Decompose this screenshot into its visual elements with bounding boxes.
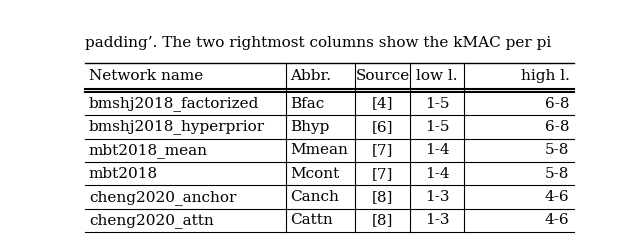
Text: 5-8: 5-8 (545, 143, 570, 157)
Text: 6-8: 6-8 (545, 97, 570, 111)
Text: [4]: [4] (372, 97, 394, 111)
Text: mbt2018: mbt2018 (89, 167, 158, 181)
Text: Source: Source (355, 69, 410, 83)
Text: [7]: [7] (372, 143, 393, 157)
Text: 6-8: 6-8 (545, 120, 570, 134)
Text: Network name: Network name (89, 69, 203, 83)
Text: mbt2018_mean: mbt2018_mean (89, 143, 208, 158)
Text: Bhyp: Bhyp (290, 120, 329, 134)
Text: 1-4: 1-4 (425, 167, 449, 181)
Text: Abbr.: Abbr. (290, 69, 331, 83)
Text: Bfac: Bfac (290, 97, 324, 111)
Text: Canch: Canch (290, 190, 339, 204)
Text: 5-8: 5-8 (545, 167, 570, 181)
Text: high l.: high l. (521, 69, 570, 83)
Text: low l.: low l. (417, 69, 458, 83)
Text: [8]: [8] (372, 213, 393, 227)
Text: 1-3: 1-3 (425, 213, 449, 227)
Text: cheng2020_anchor: cheng2020_anchor (89, 190, 236, 204)
Text: 4-6: 4-6 (545, 213, 570, 227)
Text: 1-4: 1-4 (425, 143, 449, 157)
Text: [8]: [8] (372, 190, 393, 204)
Text: Mcont: Mcont (290, 167, 339, 181)
Text: 1-5: 1-5 (425, 120, 449, 134)
Text: cheng2020_attn: cheng2020_attn (89, 213, 214, 228)
Text: bmshj2018_hyperprior: bmshj2018_hyperprior (89, 120, 265, 134)
Text: 4-6: 4-6 (545, 190, 570, 204)
Text: [7]: [7] (372, 167, 393, 181)
Text: 1-3: 1-3 (425, 190, 449, 204)
Text: [6]: [6] (372, 120, 394, 134)
Text: Cattn: Cattn (290, 213, 333, 227)
Text: 1-5: 1-5 (425, 97, 449, 111)
Text: bmshj2018_factorized: bmshj2018_factorized (89, 96, 259, 111)
Text: Mmean: Mmean (290, 143, 348, 157)
Text: padding’. The two rightmost columns show the kMAC per pi: padding’. The two rightmost columns show… (85, 36, 551, 50)
